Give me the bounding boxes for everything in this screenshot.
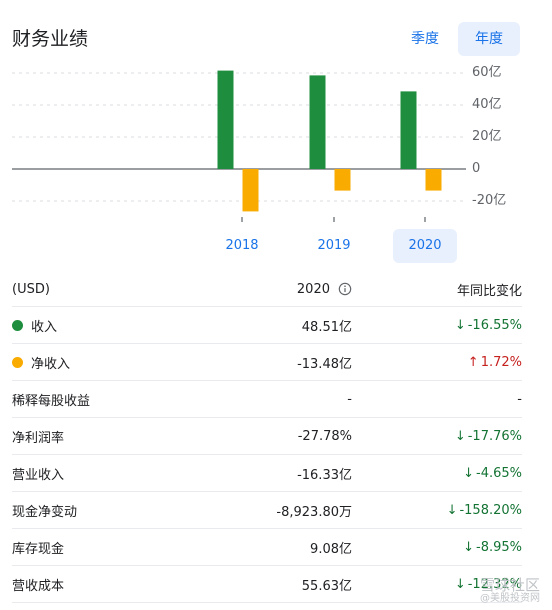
row-yoy-change: ↓ -17.76% xyxy=(455,418,522,454)
bar-revenue[interactable] xyxy=(217,70,234,169)
watermark: 雪球社区 @美股投资网 xyxy=(480,578,540,606)
row-value: -8,923.80万 xyxy=(276,504,352,520)
arrow-down-icon: ↓ xyxy=(454,317,466,333)
row-label: 稀释每股收益 xyxy=(12,381,90,417)
y-tick-label: -20亿 xyxy=(472,193,507,208)
row-value: -13.48亿 xyxy=(297,356,352,372)
row-yoy-change-text: - xyxy=(517,391,522,407)
legend-dot-icon xyxy=(12,319,23,331)
table-row: 库存现金 9.08亿 ↓ -8.95% xyxy=(12,529,522,566)
info-icon[interactable] xyxy=(338,282,352,296)
y-tick-label: 0 xyxy=(472,161,481,176)
arrow-up-icon: ↑ xyxy=(467,354,479,370)
row-yoy-change-text: -8.95% xyxy=(476,539,522,555)
table-header-row: (USD) 2020 年同比变化 xyxy=(12,272,522,307)
row-yoy-change-text: -4.65% xyxy=(476,465,522,481)
chart-canvas xyxy=(12,70,466,222)
watermark-line2: @美股投资网 xyxy=(480,593,540,604)
year-label-2019[interactable]: 2019 xyxy=(317,238,351,253)
financial-performance-header: 财务业绩 季度 年度 xyxy=(0,0,552,64)
row-value: -27.78% xyxy=(297,428,352,444)
year-label-2020[interactable]: 2020 xyxy=(393,229,457,263)
row-value: 48.51亿 xyxy=(301,319,352,335)
bar-net-income[interactable] xyxy=(242,169,259,212)
watermark-line1: 雪球社区 xyxy=(479,576,540,594)
bar-net-income[interactable] xyxy=(334,169,351,191)
row-yoy-change: ↓ -158.20% xyxy=(447,492,522,528)
row-label: 净收入 xyxy=(12,344,70,380)
table-row: 稀释每股收益 - - xyxy=(12,381,522,418)
row-yoy-change-text: -158.20% xyxy=(459,502,522,518)
y-tick-label: 60亿 xyxy=(472,65,502,80)
arrow-down-icon: ↓ xyxy=(463,465,474,481)
bar-revenue[interactable] xyxy=(400,91,417,169)
year-label-2018[interactable]: 2018 xyxy=(225,238,259,253)
row-label-text: 营业收入 xyxy=(12,467,65,483)
row-label-text: 现金净变动 xyxy=(12,504,78,520)
row-yoy-change: ↓ -16.55% xyxy=(455,307,522,343)
row-value: 55.63亿 xyxy=(301,578,352,594)
row-yoy-change: - xyxy=(517,381,522,417)
financial-table: (USD) 2020 年同比变化 收入 48.51亿 ↓ -16.55% 净收入 -13.… xyxy=(12,272,522,603)
row-yoy-change: ↑ 1.72% xyxy=(468,344,522,380)
row-label: 营收成本 xyxy=(12,566,64,602)
row-label: 净利润率 xyxy=(12,418,64,454)
row-label-text: 净收入 xyxy=(31,356,71,372)
row-yoy-change-text: -17.76% xyxy=(467,428,522,444)
arrow-down-icon: ↓ xyxy=(454,428,466,444)
table-row: 收入 48.51亿 ↓ -16.55% xyxy=(12,307,522,344)
legend-dot-icon xyxy=(12,356,23,368)
row-yoy-change-text: -12.32% xyxy=(467,576,522,592)
bar-net-income[interactable] xyxy=(425,169,442,191)
table-row: 现金净变动 -8,923.80万 ↓ -158.20% xyxy=(12,492,522,529)
tab-quarterly[interactable]: 季度 xyxy=(411,31,439,47)
table-row: 营业收入 -16.33亿 ↓ -4.65% xyxy=(12,455,522,492)
row-label-text: 库存现金 xyxy=(12,541,65,557)
row-yoy-change: ↓ -12.32% xyxy=(455,566,522,602)
arrow-down-icon: ↓ xyxy=(446,502,458,518)
table-row: 净利润率 -27.78% ↓ -17.76% xyxy=(12,418,522,455)
year-column-header: 2020 xyxy=(297,272,352,306)
row-yoy-change: ↓ -4.65% xyxy=(463,455,522,491)
tab-annual[interactable]: 年度 xyxy=(458,22,520,56)
bar-revenue[interactable] xyxy=(309,75,326,169)
row-yoy-change: ↓ -8.95% xyxy=(463,529,522,565)
row-label: 现金净变动 xyxy=(12,492,77,528)
financial-bar-chart: 60亿 40亿 20亿 0 -20亿 2018 2019 2020 xyxy=(0,62,552,268)
row-value: - xyxy=(347,391,352,407)
y-tick-label: 40亿 xyxy=(472,97,502,112)
row-label: 收入 xyxy=(12,307,57,343)
row-label: 营业收入 xyxy=(12,455,64,491)
row-label-text: 营收成本 xyxy=(12,578,65,594)
yoy-change-header: 年同比变化 xyxy=(456,283,522,299)
arrow-down-icon: ↓ xyxy=(454,576,466,592)
page-title: 财务业绩 xyxy=(12,28,89,50)
table-row: 净收入 -13.48亿 ↑ 1.72% xyxy=(12,344,522,381)
year-column-label: 2020 xyxy=(296,281,330,297)
row-label-text: 净利润率 xyxy=(12,430,65,446)
row-yoy-change-text: 1.72% xyxy=(480,354,522,370)
y-tick-label: 20亿 xyxy=(472,129,502,144)
row-value: -16.33亿 xyxy=(297,467,352,483)
row-label: 库存现金 xyxy=(12,529,64,565)
arrow-down-icon: ↓ xyxy=(463,539,474,555)
currency-label: (USD) xyxy=(12,281,50,297)
row-yoy-change-text: -16.55% xyxy=(467,317,522,333)
table-row: 营收成本 55.63亿 ↓ -12.32% xyxy=(12,566,522,603)
row-label-text: 收入 xyxy=(31,319,58,335)
row-label-text: 稀释每股收益 xyxy=(12,393,91,409)
row-value: 9.08亿 xyxy=(310,541,352,557)
